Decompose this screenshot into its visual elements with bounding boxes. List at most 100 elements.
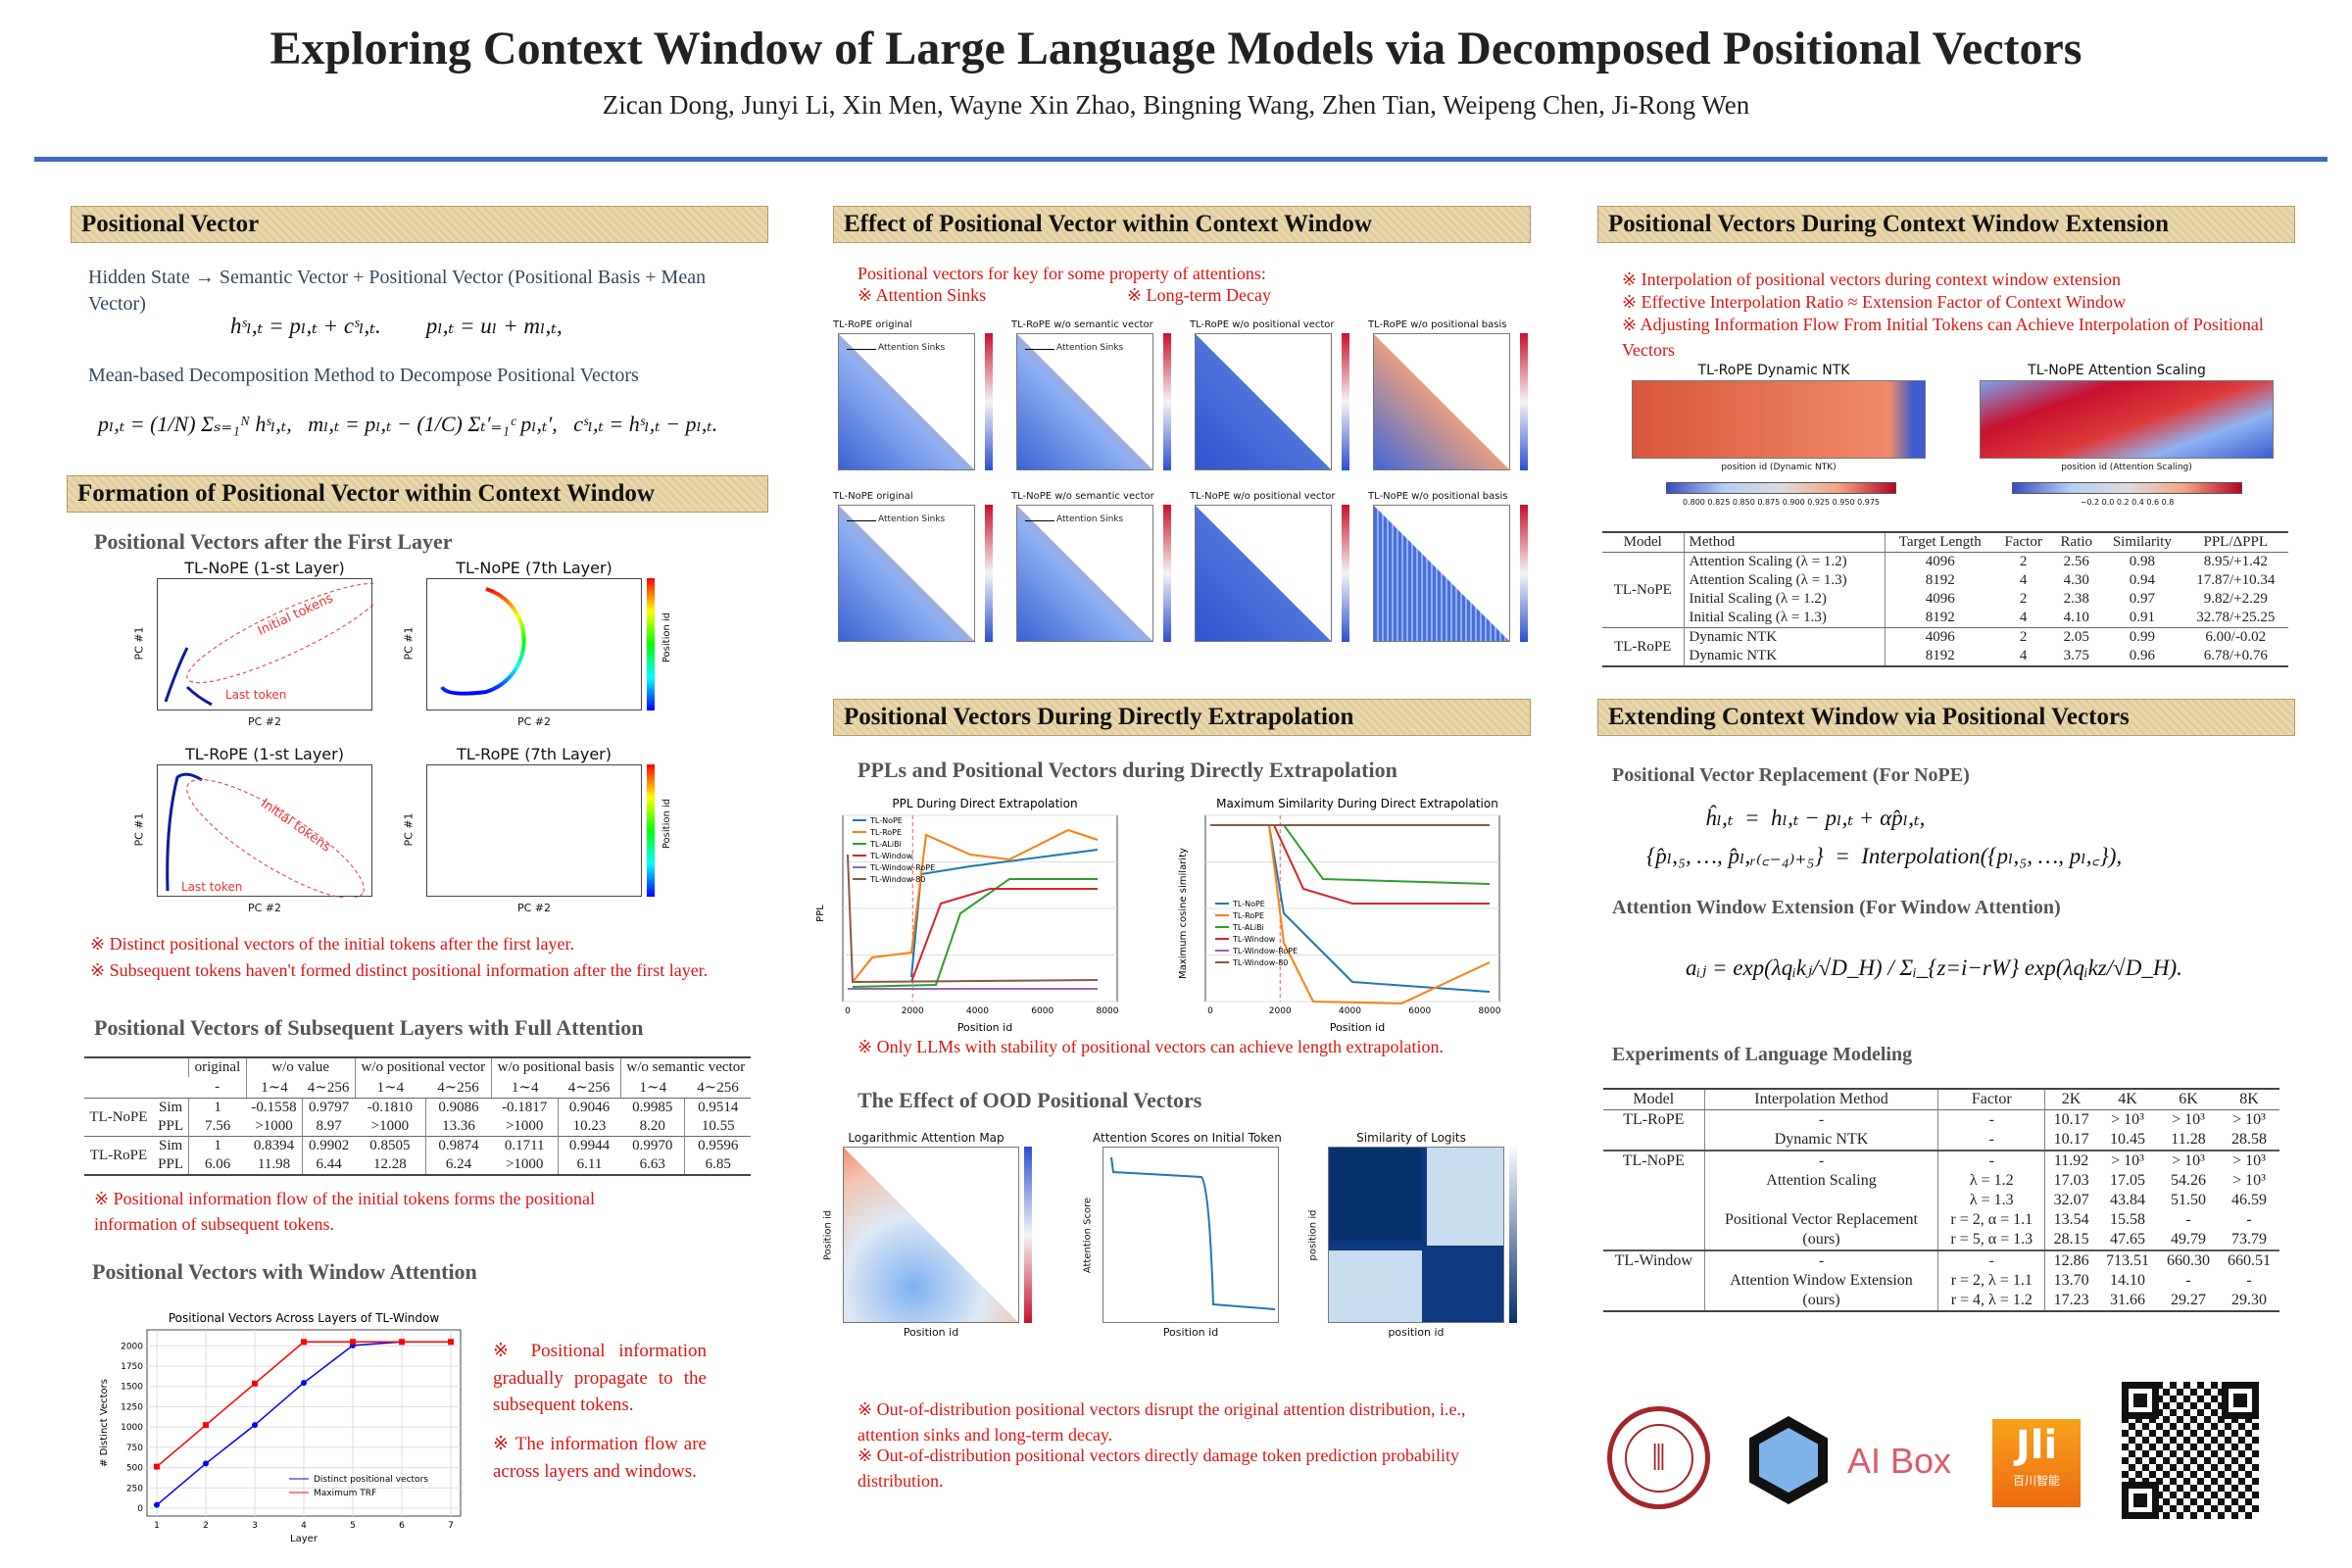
table-cell: Positional Vector Replacement bbox=[1703, 1210, 1938, 1230]
table-cell: 46.59 bbox=[2230, 1192, 2267, 1208]
empty-cell bbox=[1603, 1191, 1704, 1210]
author-list: Zican Dong, Junyi Li, Xin Men, Wayne Xin… bbox=[602, 90, 1750, 120]
table-row: (ours) r = 4, λ = 1.2 17.23 31.66 29.27 29.30 bbox=[1603, 1291, 2279, 1311]
similarity-chart: Maximum Similarity During Direct Extrapo… bbox=[1176, 796, 1509, 1041]
table-cell: 0.9970 bbox=[620, 1136, 685, 1155]
heatmap-colorbar bbox=[1163, 505, 1171, 642]
colorbar bbox=[647, 578, 655, 710]
note-propagate: ※ Positional information gradually propa… bbox=[493, 1341, 707, 1416]
colorbar-label: Position id bbox=[662, 612, 673, 663]
attention-sinks-label: Attention Sinks bbox=[878, 343, 946, 353]
attention-heatmap: Attention Sinks bbox=[1016, 505, 1153, 642]
column-subheader: 4∼256 bbox=[558, 1077, 621, 1099]
x-tick: 2000 bbox=[1269, 1006, 1292, 1016]
table-cell: > 10³ bbox=[2232, 1152, 2266, 1169]
y-tick: 250 bbox=[126, 1484, 143, 1494]
table-cell: 10.23 bbox=[557, 1117, 621, 1137]
column-subheader: 1∼4 bbox=[245, 1077, 303, 1099]
section-window-extension: Positional Vectors During Context Window… bbox=[1597, 206, 2295, 243]
attention-sinks-label: Attention Sinks bbox=[1056, 343, 1124, 353]
table-cell: 10.17 bbox=[2044, 1130, 2098, 1151]
scatter-ylabel: PC #1 bbox=[402, 812, 416, 847]
ood-plot bbox=[1328, 1147, 1504, 1323]
colorbar-ntk bbox=[1666, 482, 1896, 494]
section-positional-vector: Positional Vector bbox=[71, 206, 768, 243]
table-cell: TL-NoPE bbox=[1622, 1152, 1685, 1169]
attention-heatmap: Attention Sinks bbox=[838, 505, 975, 642]
legend-item: TL-Window bbox=[1232, 935, 1276, 944]
scatter-title: TL-RoPE (1-st Layer) bbox=[185, 745, 344, 763]
scatter-points bbox=[440, 587, 526, 696]
table-cell: - bbox=[2246, 1272, 2252, 1289]
table-cell: 32.07 bbox=[2044, 1191, 2098, 1210]
baichuan-logo: Jli 百川智能 bbox=[1992, 1419, 2081, 1507]
heatmap-colorbar bbox=[1163, 333, 1171, 470]
table-cell: r = 5, α = 1.3 bbox=[1937, 1230, 2045, 1250]
table-cell: λ = 1.2 bbox=[1937, 1171, 2045, 1191]
table-row: TL-NoPE Attention Scaling (λ = 1.2) 4096 2 2… bbox=[1602, 552, 2288, 598]
data-point bbox=[301, 1339, 307, 1346]
table-cell: 0.9874 bbox=[424, 1136, 492, 1155]
metric-label: Sim bbox=[152, 1136, 189, 1155]
table-cell: 0.98 bbox=[2129, 554, 2155, 569]
table-cell: > 10³ bbox=[2111, 1152, 2144, 1169]
table-cell: 8192 bbox=[1884, 571, 1995, 590]
column-header: w/o positional vector bbox=[354, 1057, 492, 1077]
table-cell: (ours) bbox=[1703, 1291, 1938, 1311]
table-cell: 1 bbox=[188, 1098, 247, 1117]
table-cell: 11.92 bbox=[2044, 1151, 2098, 1171]
ood-plot-title: Similarity of Logits bbox=[1356, 1131, 1466, 1145]
annotation-last-token: Last token bbox=[181, 880, 243, 894]
table-cell: 8.20 bbox=[639, 1118, 665, 1134]
note-subsequent-tokens: ※ Subsequent tokens haven't formed disti… bbox=[90, 960, 709, 980]
table-cell: 0.8394 bbox=[246, 1136, 303, 1155]
y-tick: 1500 bbox=[121, 1383, 143, 1393]
table-cell: - bbox=[1703, 1151, 1938, 1171]
table-cell: 12.86 bbox=[2044, 1250, 2098, 1271]
model-name: TL-NoPE bbox=[1613, 581, 1672, 598]
ood-ylabel: Position id bbox=[822, 1209, 834, 1261]
model-name: TL-RoPE bbox=[84, 1136, 153, 1175]
x-tick: 3 bbox=[252, 1521, 258, 1531]
language-modeling-table: Model Interpolation Method Factor 2K 4K 6K 8K T… bbox=[1603, 1088, 2279, 1312]
table-cell: 73.79 bbox=[2230, 1231, 2267, 1248]
block bbox=[1329, 1148, 1422, 1241]
table-cell: -0.1817 bbox=[502, 1100, 548, 1115]
note-ood-attention: ※ Out-of-distribution positional vectors… bbox=[858, 1399, 1466, 1446]
table-cell: TL-Window bbox=[1614, 1252, 1692, 1269]
y-tick: 1750 bbox=[121, 1362, 143, 1372]
table-row: TL-RoPE Sim 1 0.8394 0.9902 0.8505 0.9874 0.171… bbox=[84, 1136, 751, 1175]
y-tick: 0 bbox=[137, 1504, 143, 1514]
table-cell: - bbox=[1937, 1130, 2045, 1151]
table-cell: 31.66 bbox=[2110, 1292, 2145, 1308]
table-row: Dynamic NTK 8192 4 3.75 0.96 6.78/+0.76 bbox=[1602, 647, 2288, 666]
table-cell: 17.23 bbox=[2044, 1291, 2098, 1311]
table-cell: 29.27 bbox=[2170, 1292, 2206, 1308]
x-tick: 1 bbox=[154, 1521, 160, 1531]
attention-heatmap bbox=[1373, 505, 1510, 642]
qr-code[interactable] bbox=[2122, 1382, 2259, 1519]
equation-decomposition: hˢₗ,ₜ = pₗ,ₜ + cˢₗ,ₜ. pₗ,ₜ = uₗ + mₗ,ₜ, bbox=[230, 314, 563, 338]
legend-item: TL-Window-RoPE bbox=[869, 863, 935, 872]
table-cell: > 10³ bbox=[2172, 1152, 2205, 1169]
table-cell: 10.55 bbox=[684, 1117, 751, 1137]
scatter-plot bbox=[157, 764, 372, 899]
table-row: Initial Scaling (λ = 1.3) 8192 4 4.10 0.91 32… bbox=[1602, 609, 2288, 628]
bullet-long-term-decay: ※ Long-term Decay bbox=[1127, 285, 1272, 305]
heatmap-title: TL-RoPE w/o positional vector bbox=[1190, 319, 1335, 330]
column-header: 6K bbox=[2158, 1089, 2219, 1110]
bullet-ratio: ※ Effective Interpolation Ratio ≈ Extens… bbox=[1622, 292, 2126, 312]
legend-item: TL-RoPE bbox=[869, 828, 902, 837]
poster-title: Exploring Context Window of Large Langua… bbox=[270, 23, 2082, 74]
table-row: Initial Scaling (λ = 1.2) 4096 2 2.38 0.97 9.… bbox=[1602, 590, 2288, 609]
legend-item: TL-NoPE bbox=[1232, 900, 1265, 908]
table-cell: - bbox=[1703, 1250, 1938, 1271]
heatmap-title: TL-RoPE w/o semantic vector bbox=[1011, 319, 1153, 330]
table-cell: 2 bbox=[2019, 591, 2028, 607]
log-attention-triangle bbox=[844, 1148, 1018, 1322]
table-cell: 17.05 bbox=[2110, 1172, 2145, 1189]
table-cell: 0.97 bbox=[2129, 591, 2155, 607]
x-tick: 0 bbox=[845, 1006, 851, 1016]
attention-sinks-arrow bbox=[847, 349, 876, 350]
heatmap-colorbar bbox=[1520, 333, 1528, 470]
